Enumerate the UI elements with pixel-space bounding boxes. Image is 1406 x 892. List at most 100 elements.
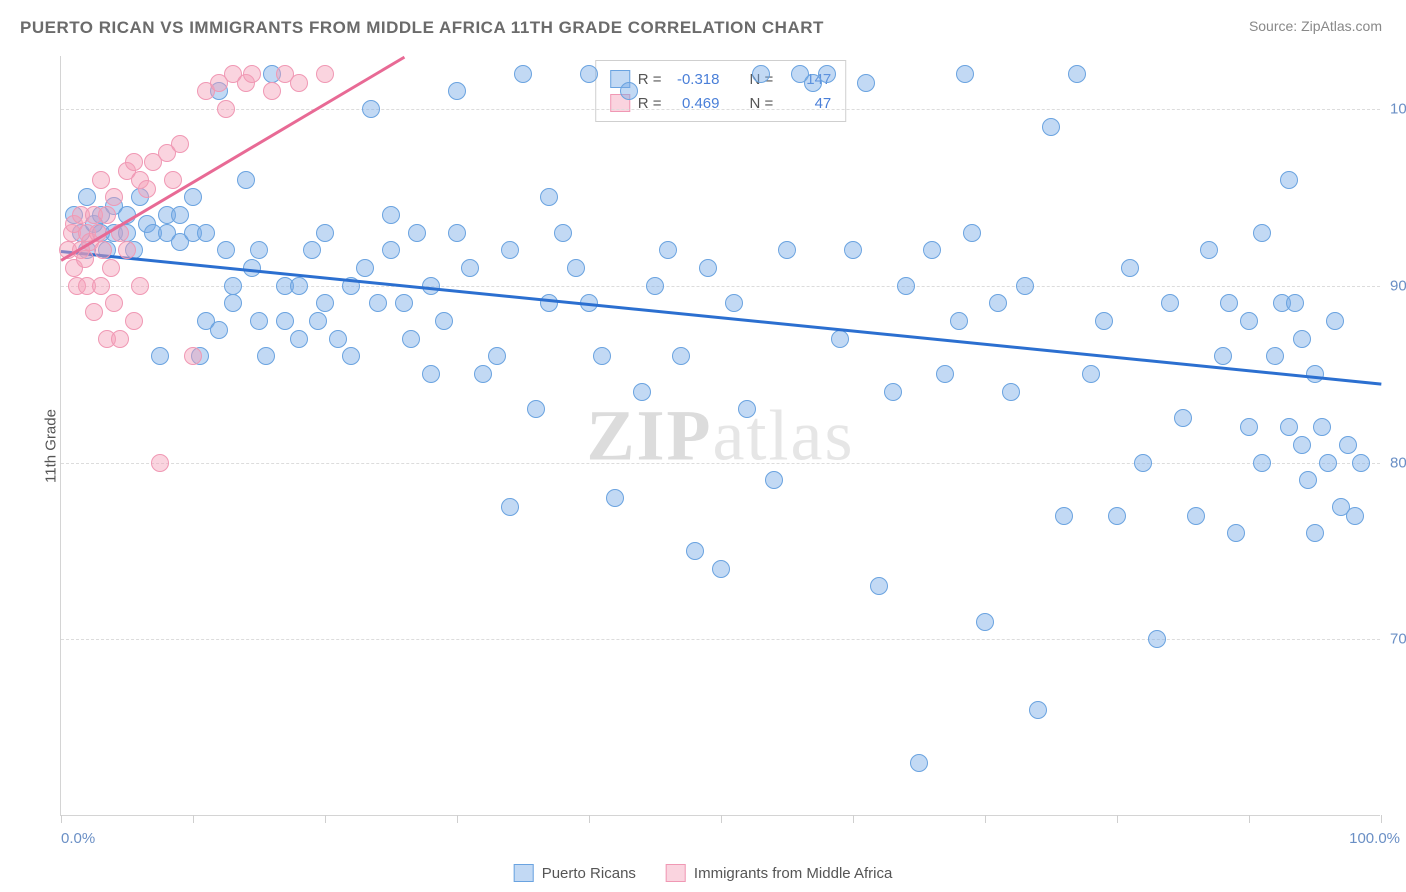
- watermark: ZIPatlas: [587, 394, 855, 477]
- legend-item: Immigrants from Middle Africa: [666, 864, 892, 882]
- x-tick: [61, 815, 62, 823]
- chart-title: PUERTO RICAN VS IMMIGRANTS FROM MIDDLE A…: [20, 18, 824, 38]
- scatter-point: [1280, 418, 1298, 436]
- scatter-point: [956, 65, 974, 83]
- source-attribution: Source: ZipAtlas.com: [1249, 18, 1382, 34]
- scatter-point: [725, 294, 743, 312]
- scatter-point: [712, 560, 730, 578]
- scatter-point: [1306, 524, 1324, 542]
- scatter-point: [316, 294, 334, 312]
- y-tick-label: 90.0%: [1390, 277, 1406, 294]
- scatter-point: [474, 365, 492, 383]
- scatter-point: [243, 65, 261, 83]
- scatter-point: [1240, 312, 1258, 330]
- scatter-point: [963, 224, 981, 242]
- scatter-point: [78, 188, 96, 206]
- legend-item: Puerto Ricans: [514, 864, 636, 882]
- x-tick: [1249, 815, 1250, 823]
- scatter-point: [171, 206, 189, 224]
- scatter-point: [923, 241, 941, 259]
- scatter-point: [290, 277, 308, 295]
- scatter-point: [606, 489, 624, 507]
- scatter-point: [501, 498, 519, 516]
- scatter-point: [402, 330, 420, 348]
- scatter-point: [448, 224, 466, 242]
- scatter-point: [257, 347, 275, 365]
- scatter-point: [184, 188, 202, 206]
- scatter-point: [184, 347, 202, 365]
- scatter-point: [1266, 347, 1284, 365]
- scatter-point: [686, 542, 704, 560]
- scatter-point: [309, 312, 327, 330]
- scatter-point: [217, 241, 235, 259]
- y-tick-label: 80.0%: [1390, 454, 1406, 471]
- scatter-point: [263, 82, 281, 100]
- scatter-point: [151, 347, 169, 365]
- scatter-point: [1220, 294, 1238, 312]
- series-legend: Puerto Ricans Immigrants from Middle Afri…: [514, 864, 893, 882]
- scatter-point: [342, 347, 360, 365]
- scatter-point: [910, 754, 928, 772]
- scatter-point: [1293, 436, 1311, 454]
- legend-swatch: [666, 864, 686, 882]
- scatter-point: [102, 259, 120, 277]
- scatter-point: [382, 241, 400, 259]
- scatter-point: [151, 454, 169, 472]
- scatter-point: [765, 471, 783, 489]
- scatter-point: [461, 259, 479, 277]
- scatter-point: [125, 312, 143, 330]
- scatter-point: [1134, 454, 1152, 472]
- x-tick: [457, 815, 458, 823]
- x-tick: [1117, 815, 1118, 823]
- scatter-point: [778, 241, 796, 259]
- chart-plot-area: ZIPatlas R =-0.318N =147R =0.469N =47 70…: [60, 56, 1380, 816]
- scatter-point: [593, 347, 611, 365]
- scatter-point: [620, 82, 638, 100]
- legend-stat-row: R =0.469N =47: [610, 91, 832, 115]
- legend-label: Puerto Ricans: [542, 865, 636, 882]
- scatter-point: [171, 135, 189, 153]
- scatter-point: [131, 277, 149, 295]
- scatter-point: [250, 241, 268, 259]
- y-axis-label: 11th Grade: [42, 409, 59, 483]
- scatter-point: [1326, 312, 1344, 330]
- scatter-point: [488, 347, 506, 365]
- scatter-point: [369, 294, 387, 312]
- scatter-point: [1293, 330, 1311, 348]
- scatter-point: [303, 241, 321, 259]
- scatter-point: [448, 82, 466, 100]
- scatter-point: [580, 65, 598, 83]
- scatter-point: [224, 277, 242, 295]
- scatter-point: [276, 312, 294, 330]
- scatter-point: [1055, 507, 1073, 525]
- y-tick-label: 100.0%: [1390, 101, 1406, 118]
- scatter-point: [125, 153, 143, 171]
- scatter-point: [884, 383, 902, 401]
- scatter-point: [1174, 409, 1192, 427]
- scatter-point: [659, 241, 677, 259]
- x-tick: [853, 815, 854, 823]
- scatter-point: [290, 330, 308, 348]
- scatter-point: [362, 100, 380, 118]
- scatter-point: [210, 321, 228, 339]
- scatter-point: [844, 241, 862, 259]
- scatter-point: [1095, 312, 1113, 330]
- gridline: [61, 109, 1380, 110]
- scatter-point: [950, 312, 968, 330]
- scatter-point: [1214, 347, 1232, 365]
- scatter-point: [1306, 365, 1324, 383]
- scatter-point: [1161, 294, 1179, 312]
- scatter-point: [738, 400, 756, 418]
- source-link[interactable]: ZipAtlas.com: [1301, 18, 1382, 34]
- scatter-point: [857, 74, 875, 92]
- scatter-point: [382, 206, 400, 224]
- scatter-point: [699, 259, 717, 277]
- scatter-point: [1253, 454, 1271, 472]
- scatter-point: [818, 65, 836, 83]
- scatter-point: [217, 100, 235, 118]
- scatter-point: [1187, 507, 1205, 525]
- legend-swatch: [514, 864, 534, 882]
- scatter-point: [897, 277, 915, 295]
- scatter-point: [316, 65, 334, 83]
- scatter-point: [395, 294, 413, 312]
